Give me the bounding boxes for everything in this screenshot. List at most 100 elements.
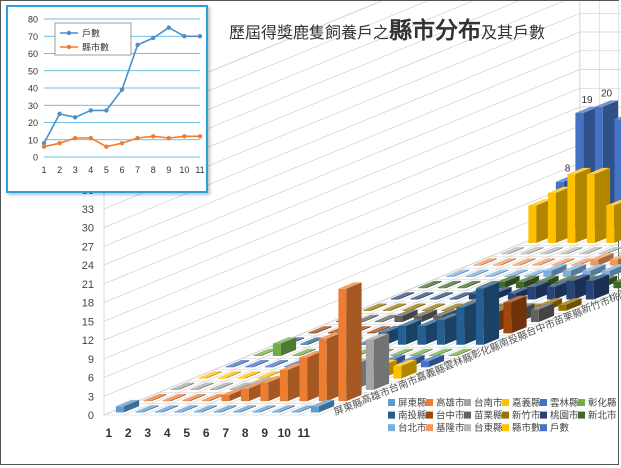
legend-swatch [426,412,433,419]
title-part-2: 縣市分布 [389,17,481,44]
legend-label: 基隆市 [436,422,465,434]
inset-y-tick-label: 80 [28,15,38,25]
bar-front [194,412,202,413]
inset-x-tick-label: 2 [57,165,62,175]
bar-front [528,206,536,244]
legend-label: 彰化縣 [588,397,617,409]
y-tick-label: 21 [82,279,94,291]
bar-front [300,344,308,345]
bar-屏東縣-11 [311,400,334,413]
bar-front [446,276,454,277]
legend-item: 台東縣 [464,422,503,434]
title-part-1: 歷屆得獎鹿隻飼養戶之 [229,23,389,42]
bar-front [579,253,587,254]
bar-front [299,358,307,402]
x-category-label: 4 [164,426,171,440]
inset-x-tick-label: 11 [195,165,204,175]
legend-swatch [578,412,585,419]
inset-y-tick-label: 50 [28,66,38,76]
legend-item: 桃園市 [540,410,579,422]
bar-front [391,299,399,300]
bar-front [237,378,245,379]
bar-front [430,299,438,300]
bar-front [198,378,206,379]
y-tick-label: 3 [88,391,94,403]
bar-front [520,253,528,254]
legend-label: 縣市數 [512,422,541,434]
bar-front [272,412,280,413]
bar-front [465,276,473,277]
legend-swatch [426,399,433,406]
inset-x-tick-label: 9 [166,165,171,175]
y-tick-label: 33 [82,204,94,216]
bar-front [567,174,575,243]
legend-label: 新竹市 [512,410,541,422]
bar-front [273,344,281,357]
legend-label: 台東縣 [474,422,503,434]
bar-front [393,366,401,379]
bar-front [438,287,446,288]
legend-label: 戶數 [550,422,570,434]
bar-front [493,265,501,266]
legend-item: 雲林縣 [540,397,579,409]
legend-item: 台南市 [464,397,503,409]
title-part-3: 及其戶數 [481,23,545,42]
inset-x-tick-label: 10 [179,165,189,175]
bar-front [394,316,402,322]
bar-front [548,193,556,243]
x-category-label: 1 [105,426,112,440]
inset-point-縣市數-8 [151,134,155,138]
inset-point-縣市數-4 [89,136,93,140]
bar-front [291,412,299,413]
x-category-label: 2 [125,426,132,440]
legend-swatch [388,424,395,431]
legend-item: 基隆市 [426,422,465,434]
inset-y-tick-label: 20 [28,118,38,128]
bar-front [613,282,621,288]
legend-item: 嘉義縣 [502,397,541,409]
bar-front [233,412,241,413]
legend-label: 屏東縣 [398,397,427,409]
bar-front [501,253,509,254]
bar-front [155,412,163,413]
bar-front [190,389,198,390]
inset-y-tick-label: 0 [33,153,38,163]
bar-front [448,355,456,356]
inset-point-戶數-9 [167,25,171,29]
inset-x-tick-label: 6 [119,165,124,175]
y-tick-label: 24 [82,260,94,272]
inset-x-tick-label: 1 [41,165,46,175]
bar-縣市數-5 [606,199,621,243]
legend-item: 屏東縣 [388,397,427,409]
bar-side [374,334,389,390]
bar-front [252,412,260,413]
bar-front [213,412,221,413]
y-tick-label: 12 [82,335,94,347]
y-tick-label: 15 [82,316,94,328]
inset-y-tick-label: 70 [28,32,38,42]
bar-front [456,307,464,345]
bar-front [218,378,226,379]
bar-front [532,265,540,266]
bar-front [265,366,273,367]
bar-front [143,400,151,401]
inset-x-tick-label: 4 [88,165,93,175]
bar-front [245,366,253,367]
bar-front [527,287,535,300]
inset-point-縣市數-9 [167,136,171,140]
bar-front [116,406,124,412]
legend-label: 台北市 [398,422,427,434]
legend-swatch [502,424,509,431]
bar-南投縣-11 [476,282,499,345]
legend-item: 苗栗縣 [464,411,503,422]
x-category-label: 10 [278,426,292,440]
bar-front [476,289,484,345]
x-category-label: 5 [183,426,190,440]
inset-point-縣市數-6 [120,141,124,145]
y-tick-label: 6 [88,373,94,385]
bar-front [174,412,182,413]
